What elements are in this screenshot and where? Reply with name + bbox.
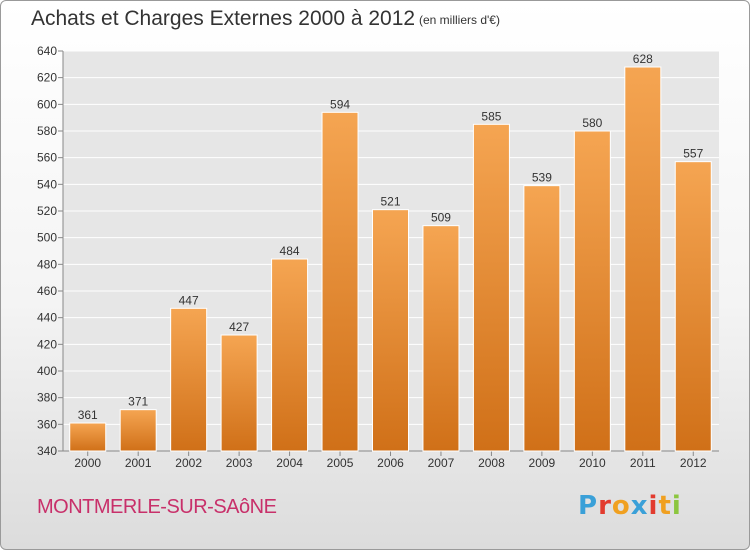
y-tick-label: 460 bbox=[37, 284, 57, 298]
y-tick-label: 620 bbox=[37, 71, 57, 85]
x-tick-label: 2004 bbox=[276, 456, 303, 470]
x-tick-label: 2012 bbox=[680, 456, 707, 470]
data-label: 539 bbox=[532, 171, 552, 185]
town-name: MONTMERLE-SUR-SAôNE bbox=[37, 496, 277, 518]
data-label: 628 bbox=[633, 52, 653, 66]
data-label: 361 bbox=[78, 408, 98, 422]
x-tick-label: 2005 bbox=[327, 456, 354, 470]
x-tick-label: 2008 bbox=[478, 456, 505, 470]
y-tick-label: 480 bbox=[37, 257, 57, 271]
bar bbox=[523, 185, 561, 452]
y-tick-label: 340 bbox=[37, 444, 57, 458]
data-label: 585 bbox=[481, 109, 501, 123]
y-tick-label: 520 bbox=[37, 204, 57, 218]
y-tick-label: 580 bbox=[37, 124, 57, 138]
x-tick-label: 2011 bbox=[630, 456, 656, 470]
bar bbox=[271, 258, 309, 452]
y-tick-label: 400 bbox=[37, 364, 57, 378]
data-label: 580 bbox=[582, 116, 602, 130]
data-label: 427 bbox=[229, 320, 249, 334]
x-tick-label: 2010 bbox=[579, 456, 606, 470]
x-tick-label: 2001 bbox=[125, 456, 152, 470]
y-tick-label: 440 bbox=[37, 311, 57, 325]
bar bbox=[573, 130, 611, 452]
data-label: 371 bbox=[128, 395, 148, 409]
bar bbox=[472, 123, 510, 452]
logo-letter: o bbox=[611, 491, 631, 521]
logo-letter: i bbox=[671, 491, 682, 521]
data-label: 509 bbox=[431, 211, 451, 225]
y-tick-label: 560 bbox=[37, 151, 57, 165]
logo-letter: r bbox=[598, 491, 612, 521]
bar bbox=[422, 225, 460, 452]
bar bbox=[119, 409, 157, 452]
proxiti-logo: Proxiti bbox=[578, 491, 682, 521]
logo-letter: P bbox=[578, 491, 599, 521]
x-tick-label: 2000 bbox=[74, 456, 101, 470]
data-label: 594 bbox=[330, 97, 350, 111]
data-label: 521 bbox=[380, 195, 400, 209]
data-label: 484 bbox=[280, 244, 300, 258]
logo-letter: i bbox=[648, 491, 659, 521]
y-tick-label: 420 bbox=[37, 337, 57, 351]
x-tick-label: 2003 bbox=[226, 456, 253, 470]
bar bbox=[220, 334, 258, 452]
bar bbox=[372, 209, 409, 452]
chart-title: Achats et Charges Externes 2000 à 2012 bbox=[31, 7, 416, 30]
x-tick-label: 2007 bbox=[428, 456, 455, 470]
x-tick-label: 2006 bbox=[377, 456, 404, 470]
y-tick-label: 540 bbox=[37, 177, 57, 191]
y-tick-label: 360 bbox=[37, 417, 57, 431]
chart-subtitle: (en milliers d'€) bbox=[419, 13, 500, 27]
y-tick-label: 640 bbox=[37, 44, 57, 58]
y-tick-label: 380 bbox=[37, 391, 57, 405]
bar bbox=[321, 111, 359, 452]
data-label: 447 bbox=[179, 293, 199, 307]
bar bbox=[624, 66, 662, 452]
x-tick-label: 2009 bbox=[529, 456, 556, 470]
bar bbox=[674, 161, 712, 452]
bar bbox=[69, 422, 107, 452]
bar bbox=[170, 307, 208, 452]
y-tick-label: 500 bbox=[37, 231, 57, 245]
logo-letter: t bbox=[658, 491, 672, 521]
logo-letter: x bbox=[630, 491, 649, 521]
x-tick-label: 2002 bbox=[175, 456, 202, 470]
y-tick-label: 600 bbox=[37, 97, 57, 111]
data-label: 557 bbox=[683, 147, 703, 161]
